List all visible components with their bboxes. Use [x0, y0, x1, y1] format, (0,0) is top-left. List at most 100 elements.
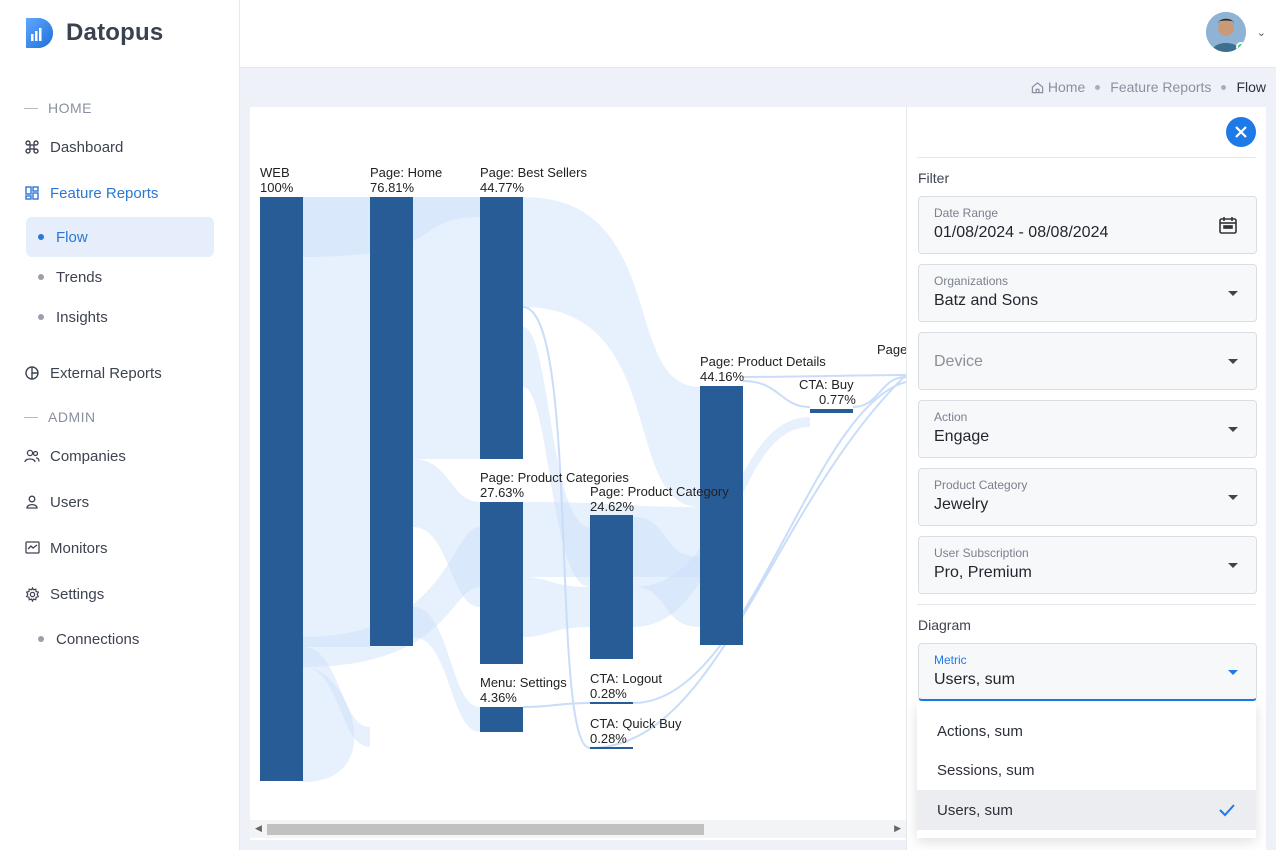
user-icon [24, 494, 40, 510]
date-range-value: 01/08/2024 - 08/08/2024 [934, 224, 1109, 241]
link-menu-logout [522, 702, 591, 708]
sub-nav-flow-label: Flow [56, 228, 88, 246]
node-value: 76.81% [370, 180, 415, 195]
user-subscription-label: User Subscription [934, 546, 1029, 560]
date-range-label: Date Range [934, 206, 999, 220]
node-page-product-category [590, 515, 633, 659]
sub-nav-connections-label: Connections [56, 630, 140, 648]
nav-dashboard-label: Dashboard [50, 138, 124, 156]
metric-select[interactable]: Metric Users, sum [918, 643, 1257, 701]
organizations-label: Organizations [934, 274, 1009, 288]
filter-heading: Filter [918, 170, 950, 186]
product-category-select[interactable]: Product Category Jewelry [918, 468, 1257, 526]
sub-nav-trends[interactable]: Trends [26, 257, 214, 297]
sankey-chart[interactable]: WEB 100% Page: Home 76.81% Page: Best Se… [250, 107, 906, 840]
close-button[interactable] [1226, 117, 1256, 147]
nav-dashboard[interactable]: Dashboard [24, 129, 213, 165]
nav-monitors-label: Monitors [50, 539, 108, 557]
calendar-icon[interactable] [1218, 215, 1238, 235]
section-admin-label: ADMIN [48, 409, 96, 425]
bullet-icon [38, 314, 44, 320]
node-value: 0.28% [590, 731, 627, 746]
node-label: Page: Product Details [700, 354, 826, 369]
user-subscription-select[interactable]: User Subscription Pro, Premium [918, 536, 1257, 594]
node-web [260, 197, 303, 781]
nav-monitors[interactable]: Monitors [24, 530, 213, 566]
nav-companies-label: Companies [50, 447, 126, 465]
caret-down-icon [1228, 427, 1238, 432]
node-value: 24.62% [590, 499, 635, 514]
node-value: 0.77% [819, 392, 856, 407]
node-menu-settings [480, 707, 523, 732]
section-admin: ADMIN [24, 409, 96, 425]
metric-option[interactable]: Sessions, sum [937, 761, 1035, 779]
logo[interactable]: Datopus [24, 16, 163, 50]
node-cta-buy [810, 409, 853, 413]
breadcrumb-feature-reports[interactable]: Feature Reports [1110, 79, 1212, 95]
node-value: 27.63% [480, 485, 525, 500]
node-cta-quick-buy [590, 747, 633, 749]
organizations-select[interactable]: Organizations Batz and Sons [918, 264, 1257, 322]
device-select[interactable]: Device [918, 332, 1257, 390]
user-avatar[interactable] [1206, 12, 1246, 52]
link-home-productcategories [413, 459, 480, 607]
command-icon [24, 139, 40, 155]
close-icon [1235, 126, 1247, 138]
users-group-icon [24, 448, 40, 464]
link-bestsellers-productdetails [523, 197, 700, 507]
breadcrumb: Home Feature Reports Flow [1031, 79, 1266, 95]
breadcrumb-home[interactable]: Home [1031, 79, 1085, 95]
online-status-indicator [1236, 42, 1246, 52]
bullet-icon [38, 234, 44, 240]
check-icon [1219, 804, 1235, 817]
caret-down-icon [1228, 359, 1238, 364]
node-label: Page: Product Categories [480, 470, 629, 485]
nav-feature-reports[interactable]: Feature Reports [24, 175, 213, 211]
sidebar: Datopus HOME Dashboard Feature Reports F… [0, 0, 240, 850]
node-value: 44.16% [700, 369, 745, 384]
datopus-logo-icon [26, 18, 53, 48]
avatar-photo-icon [1206, 12, 1246, 52]
date-range-field[interactable]: Date Range 01/08/2024 - 08/08/2024 [918, 196, 1257, 254]
scrollbar-thumb[interactable] [267, 824, 704, 835]
horizontal-scrollbar[interactable]: ◀ ▶ [250, 820, 906, 838]
home-icon [1031, 81, 1044, 93]
caret-down-icon [1228, 495, 1238, 500]
section-home-label: HOME [48, 100, 92, 116]
breadcrumb-current: Flow [1236, 79, 1266, 95]
action-select[interactable]: Action Engage [918, 400, 1257, 458]
sub-nav-flow[interactable]: Flow [26, 217, 214, 257]
app-name: Datopus [66, 19, 164, 46]
caret-down-icon [1228, 670, 1238, 675]
nav-settings-label: Settings [50, 585, 105, 603]
sub-nav-trends-label: Trends [56, 268, 103, 286]
metric-option[interactable]: Actions, sum [937, 722, 1023, 740]
flow-chart-panel: WEB 100% Page: Home 76.81% Page: Best Se… [250, 107, 906, 840]
node-label: Page [877, 342, 906, 357]
chevron-down-icon[interactable]: ⌄ [1256, 27, 1266, 39]
metric-value: Users, sum [934, 671, 1015, 688]
sankey-nodes [260, 197, 853, 781]
diagram-heading: Diagram [918, 617, 971, 633]
node-value: 44.77% [480, 180, 525, 195]
node-value: 100% [260, 180, 294, 195]
divider [917, 157, 1256, 158]
link-productdetails-buy [742, 380, 811, 408]
nav-external-reports[interactable]: External Reports [24, 355, 213, 391]
link-productcategories-productcategory [523, 577, 590, 637]
node-label: CTA: Buy [799, 377, 854, 392]
metric-dropdown-menu: Actions, sum Sessions, sum Users, sum [917, 702, 1256, 838]
sankey-thin-links [522, 306, 906, 749]
metric-option-selected[interactable]: Users, sum [917, 790, 1256, 830]
scroll-right-icon[interactable]: ▶ [894, 823, 901, 833]
nav-settings[interactable]: Settings [24, 576, 213, 612]
action-label: Action [934, 410, 968, 424]
nav-external-reports-label: External Reports [50, 364, 162, 382]
sub-nav-connections[interactable]: Connections [26, 619, 214, 659]
nav-companies[interactable]: Companies [24, 438, 213, 474]
scroll-left-icon[interactable]: ◀ [255, 823, 262, 833]
nav-users[interactable]: Users [24, 484, 213, 520]
top-bar: ⌄ [240, 0, 1276, 68]
user-subscription-value: Pro, Premium [934, 564, 1032, 581]
sub-nav-insights[interactable]: Insights [26, 297, 214, 337]
